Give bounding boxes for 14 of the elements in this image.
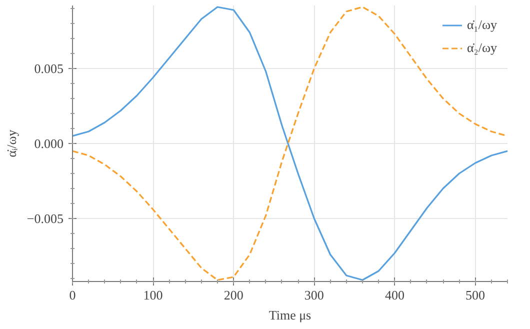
y-tick-label: −0.005 [26,211,64,226]
legend-label: α̇₂/ωy [466,40,497,56]
x-tick-label: 0 [69,288,76,302]
x-axis-title: Time μs [268,308,312,322]
x-tick-label: 100 [143,288,163,302]
y-axis-title: α̇ᵢ/ωy [4,129,19,158]
line-series [72,6,508,281]
x-tick-label: 500 [466,288,486,302]
y-tick-label: 0.000 [34,136,64,151]
x-tick-label: 300 [304,288,324,302]
y-tick-label: 0.005 [34,61,64,76]
legend-label: α̇₁/ωy [466,17,497,33]
x-tick-label: 400 [384,288,404,302]
x-tick-label: 200 [224,288,244,302]
